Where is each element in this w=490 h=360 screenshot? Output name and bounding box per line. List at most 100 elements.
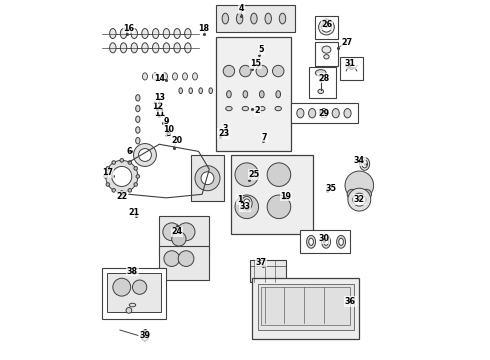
Circle shape: [164, 251, 180, 266]
Ellipse shape: [136, 105, 140, 112]
Circle shape: [201, 172, 214, 185]
Circle shape: [353, 193, 366, 206]
Text: 30: 30: [318, 234, 329, 243]
Circle shape: [348, 188, 371, 211]
Ellipse shape: [152, 73, 157, 80]
Ellipse shape: [251, 13, 257, 24]
Circle shape: [132, 280, 147, 294]
Ellipse shape: [110, 28, 116, 39]
Circle shape: [272, 65, 284, 77]
Circle shape: [112, 166, 132, 186]
Circle shape: [347, 189, 357, 199]
Text: 16: 16: [123, 24, 134, 33]
Text: 24: 24: [172, 227, 183, 236]
Ellipse shape: [309, 109, 316, 118]
Bar: [252, 278, 359, 339]
Ellipse shape: [321, 235, 331, 248]
Ellipse shape: [185, 28, 191, 39]
Ellipse shape: [275, 107, 281, 111]
Ellipse shape: [142, 28, 148, 39]
Circle shape: [139, 149, 151, 161]
Ellipse shape: [276, 91, 281, 98]
Text: 10: 10: [163, 126, 173, 135]
Ellipse shape: [265, 13, 271, 24]
Circle shape: [345, 171, 373, 200]
Ellipse shape: [141, 330, 149, 341]
Circle shape: [106, 183, 110, 186]
Text: 11: 11: [154, 109, 165, 118]
Text: 33: 33: [240, 202, 250, 211]
Circle shape: [106, 167, 110, 170]
Circle shape: [104, 175, 107, 178]
Text: 12: 12: [152, 102, 163, 111]
Text: 28: 28: [318, 74, 329, 83]
Text: 1: 1: [237, 195, 243, 204]
Text: 13: 13: [154, 93, 165, 102]
Bar: [340, 57, 363, 80]
Bar: [192, 155, 223, 202]
Ellipse shape: [243, 91, 247, 98]
Bar: [159, 216, 209, 255]
Circle shape: [134, 144, 156, 166]
Ellipse shape: [226, 91, 231, 98]
Circle shape: [267, 163, 291, 186]
Circle shape: [172, 232, 186, 246]
Circle shape: [223, 65, 235, 77]
Ellipse shape: [307, 235, 316, 248]
Ellipse shape: [163, 43, 170, 53]
Text: 32: 32: [354, 195, 365, 204]
Circle shape: [362, 189, 371, 199]
Ellipse shape: [237, 13, 243, 24]
Text: 38: 38: [127, 267, 138, 276]
Circle shape: [256, 65, 268, 77]
Text: 7: 7: [262, 132, 268, 141]
Text: 29: 29: [318, 109, 329, 118]
Ellipse shape: [131, 43, 138, 53]
Circle shape: [178, 251, 194, 266]
Ellipse shape: [324, 238, 328, 246]
Circle shape: [240, 65, 251, 77]
Ellipse shape: [362, 160, 368, 168]
Ellipse shape: [136, 138, 140, 144]
Text: 17: 17: [102, 168, 113, 177]
Ellipse shape: [339, 238, 343, 246]
Text: 22: 22: [116, 192, 127, 201]
Circle shape: [112, 189, 116, 192]
Circle shape: [134, 167, 138, 170]
Ellipse shape: [121, 43, 127, 53]
Ellipse shape: [152, 43, 159, 53]
Ellipse shape: [244, 199, 250, 207]
Bar: [217, 37, 292, 152]
Text: 35: 35: [325, 184, 336, 193]
Bar: [231, 155, 313, 234]
Ellipse shape: [332, 109, 339, 118]
Circle shape: [177, 223, 195, 241]
Bar: [261, 287, 350, 325]
Bar: [102, 267, 167, 319]
Ellipse shape: [242, 197, 252, 210]
Ellipse shape: [297, 109, 304, 118]
Circle shape: [128, 189, 132, 192]
Ellipse shape: [189, 88, 193, 94]
Circle shape: [195, 166, 220, 191]
Text: 25: 25: [248, 170, 260, 179]
Ellipse shape: [209, 88, 213, 94]
Text: 8: 8: [166, 129, 171, 138]
Circle shape: [321, 22, 331, 32]
Ellipse shape: [337, 235, 345, 248]
Ellipse shape: [309, 238, 314, 246]
Ellipse shape: [136, 95, 140, 101]
Ellipse shape: [193, 73, 197, 80]
Circle shape: [106, 160, 138, 193]
Ellipse shape: [143, 73, 147, 80]
Ellipse shape: [226, 107, 232, 111]
Ellipse shape: [222, 13, 228, 24]
Ellipse shape: [318, 89, 323, 94]
Text: 5: 5: [258, 45, 264, 54]
Ellipse shape: [142, 43, 148, 53]
Bar: [300, 230, 350, 253]
Bar: [107, 273, 161, 312]
Ellipse shape: [199, 88, 202, 94]
Bar: [159, 246, 209, 280]
Text: 39: 39: [140, 331, 150, 340]
